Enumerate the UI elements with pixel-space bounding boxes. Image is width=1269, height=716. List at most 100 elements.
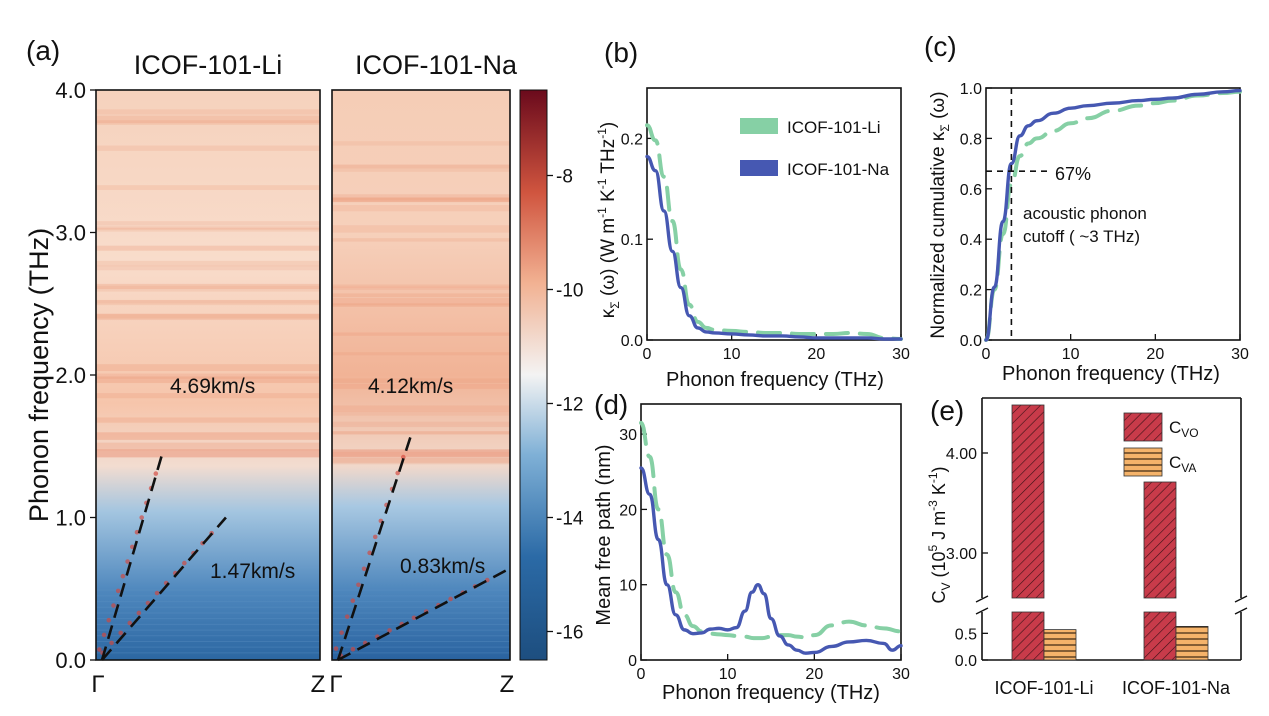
heatmap-band [96, 299, 320, 306]
heatmap-y-tick-label: 2.0 [55, 363, 86, 388]
heatmap-band [96, 432, 320, 440]
y-tick-label: 4.00 [946, 446, 977, 463]
e-legend-swatch-cvo [1123, 412, 1163, 442]
c-annotation-cutoff-1: acoustic phonon [1023, 204, 1147, 223]
group-velocity-line [101, 516, 227, 661]
heatmap-band [332, 141, 510, 146]
heatmap-li [96, 90, 320, 660]
x-tick-label: 20 [807, 346, 825, 363]
heatmap-branch-point [139, 515, 144, 520]
heatmap-branch-point [127, 620, 133, 626]
heatmap-y-tick-label: 0.0 [55, 648, 86, 673]
heatmap-band [96, 432, 320, 440]
heatmap-band [332, 297, 510, 306]
heatmap-band [332, 164, 510, 169]
heatmap-branch-point [134, 529, 140, 535]
heatmap-branch-point [111, 603, 116, 608]
x-tick-z-na: Z [500, 671, 515, 698]
heatmap-band [96, 115, 320, 124]
axis-break-mark [1234, 607, 1248, 615]
e-legend-label-cvo: CVO [1169, 418, 1199, 440]
y-tick-label: 1.0 [960, 81, 982, 98]
y-tick-label: 0.0 [955, 653, 977, 670]
velocity-label-na-1: 4.12km/s [368, 375, 453, 398]
heatmap-band [332, 205, 510, 212]
bar-cvo-upper [1011, 404, 1045, 599]
heatmap-branch-point [125, 559, 130, 564]
heatmap-band [332, 194, 510, 201]
x-tick-label: 0 [637, 666, 646, 683]
heatmap-band [332, 383, 510, 389]
heatmap-branch-point [182, 560, 187, 566]
colorbar-tick-label: -16 [556, 623, 583, 644]
heatmap-band [332, 458, 510, 463]
heatmap-band [96, 109, 320, 115]
y-tick-label: 0.5 [955, 626, 977, 643]
heatmap-band [332, 421, 510, 428]
e-category-na: ICOF-101-Na [1122, 678, 1231, 698]
heatmap-band [96, 145, 320, 151]
heatmap-band [332, 303, 510, 307]
heatmap-band [332, 431, 510, 435]
heatmap-band [96, 300, 320, 304]
heatmap-branch-point [97, 647, 102, 652]
heatmap-band [96, 285, 320, 292]
colorbar-tick-label: -12 [556, 395, 583, 416]
x-tick-label: 30 [892, 346, 910, 363]
series-line-icof-101-li [645, 123, 903, 341]
heatmap-band [332, 430, 510, 435]
heatmap-band [332, 449, 510, 458]
y-tick-label: 0.2 [960, 283, 982, 300]
y-tick-label: 0.0 [621, 333, 643, 350]
heatmap-band [332, 225, 510, 233]
panel-label-e: (e) [930, 395, 964, 426]
series-line-icof-101-li [639, 420, 903, 641]
e-legend-label-cva: CVA [1169, 453, 1196, 475]
panel-d: (d) 0 10 20 30 0 10 20 30 Mean free path (nm) P… [593, 389, 910, 704]
x-tick-label: 10 [723, 346, 741, 363]
b-legend-label-li: ICOF-101-Li [787, 118, 881, 137]
x-tick-label: 10 [1062, 346, 1080, 363]
d-x-axis-label: Phonon frequency (THz) [662, 682, 880, 704]
y-tick-label: 3.00 [946, 546, 977, 563]
heatmap-band [332, 286, 510, 290]
heatmap-band [96, 376, 320, 384]
heatmap-band [332, 378, 510, 383]
x-tick-label: 30 [1231, 346, 1249, 363]
y-tick-label: 30 [619, 427, 637, 444]
heatmap-y-axis-label: Phonon frequency (THz) [24, 228, 54, 522]
heatmap-branch-point [154, 590, 160, 596]
y-tick-label: 0.6 [960, 182, 982, 199]
b-y-axis-label: κΣ (ω) (W m-1 K-1 THz-1) [595, 122, 622, 318]
heatmap-band [332, 197, 510, 202]
heatmap-y-tick-label: 1.0 [55, 506, 86, 531]
heatmap-band [332, 405, 510, 413]
velocity-label-na-2: 0.83km/s [400, 555, 485, 578]
y-tick-label: 0.0 [960, 333, 982, 350]
bar-cvo-lower [1011, 611, 1045, 661]
heatmap-branch-point [367, 550, 372, 556]
e-category-li: ICOF-101-Li [994, 678, 1093, 698]
heatmap-na-frame [331, 89, 511, 661]
panel-label-c: (c) [924, 31, 957, 62]
heatmap-band [332, 332, 510, 336]
panel-c: (c) 0 10 20 30 0.0 0.2 0.4 0.6 0.8 1.0 Normalized… [924, 31, 1249, 385]
heatmap-branch-point [361, 566, 367, 572]
heatmap-na [332, 90, 510, 660]
heatmap-branch-point [387, 628, 392, 633]
x-tick-label: 0 [643, 346, 652, 363]
heatmap-band [96, 227, 320, 232]
heatmap-band [96, 120, 320, 125]
plot-frame [640, 403, 902, 661]
panel-e: (e) 3.00 4.00 0.0 0.5 CV (105 J m-3 K-1) IC… [926, 395, 1248, 698]
series-line-icof-101-na [639, 466, 903, 655]
velocity-label-li-1: 4.69km/s [170, 375, 255, 398]
x-tick-gamma-na: Γ [329, 671, 342, 698]
panel-label-a: (a) [26, 35, 60, 66]
heatmap-branch-point [106, 617, 112, 623]
heatmap-band [96, 364, 320, 372]
axis-break-mark [975, 607, 989, 615]
y-tick-label: 0 [628, 653, 637, 670]
heatmap-band [332, 457, 510, 465]
